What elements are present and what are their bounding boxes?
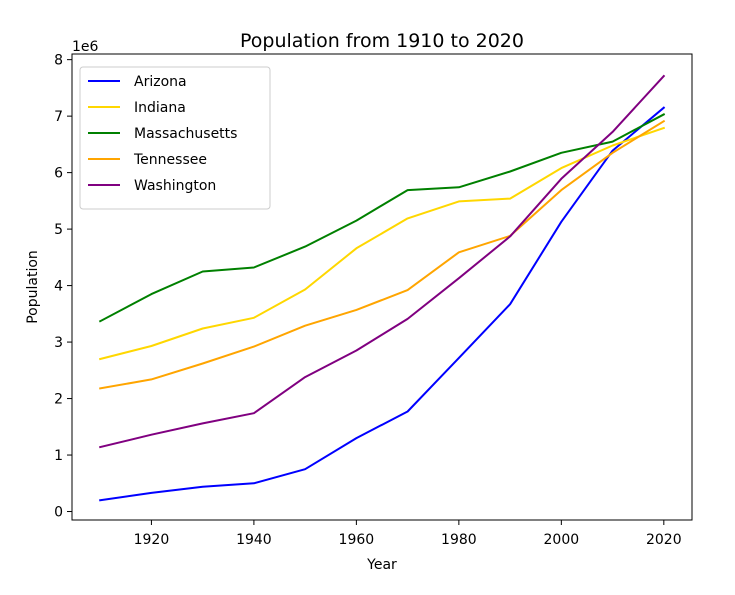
- x-tick-label: 1960: [339, 532, 375, 548]
- legend-label-washington: Washington: [134, 178, 216, 194]
- legend-label-arizona: Arizona: [134, 74, 187, 90]
- y-axis-label: Population: [25, 250, 41, 324]
- y-tick-label: 5: [54, 222, 63, 238]
- series-line-washington: [98, 74, 666, 449]
- y-tick-label: 4: [54, 279, 63, 295]
- series-line-tennessee: [99, 119, 666, 390]
- legend-label-massachusetts: Massachusetts: [134, 126, 237, 142]
- legend-label-tennessee: Tennessee: [133, 152, 207, 168]
- y-tick-label: 6: [54, 166, 63, 182]
- chart-title: Population from 1910 to 2020: [240, 30, 524, 52]
- x-axis-label: Year: [366, 557, 397, 573]
- y-tick-label: 1: [54, 448, 63, 464]
- plot-frame: [71, 53, 693, 521]
- y-tick-label: 7: [54, 109, 63, 125]
- x-tick-label: 1940: [236, 532, 272, 548]
- plot-area: 1920 1940 1960 1980 2000 2020 0 1 2 3 4 5 6 7 8: [54, 53, 693, 548]
- y-tick-label: 3: [54, 335, 63, 351]
- y-axis-offset-text: 1e6: [72, 39, 99, 55]
- series-line-arizona: [99, 106, 666, 502]
- y-tick-label: 8: [54, 53, 63, 69]
- x-tick-label: 1980: [441, 532, 477, 548]
- legend-box: [79, 66, 271, 210]
- legend: Arizona Indiana Massachusetts Tennessee Wash…: [79, 66, 271, 210]
- legend-label-indiana: Indiana: [134, 100, 186, 116]
- x-tick-label: 1920: [134, 532, 170, 548]
- y-tick-label: 0: [54, 505, 63, 521]
- x-tick-label: 2020: [646, 532, 682, 548]
- series-line-indiana: [98, 126, 666, 361]
- x-tick-label: 2000: [544, 532, 580, 548]
- series-line-massachusetts: [98, 113, 666, 323]
- y-tick-label: 2: [54, 392, 63, 408]
